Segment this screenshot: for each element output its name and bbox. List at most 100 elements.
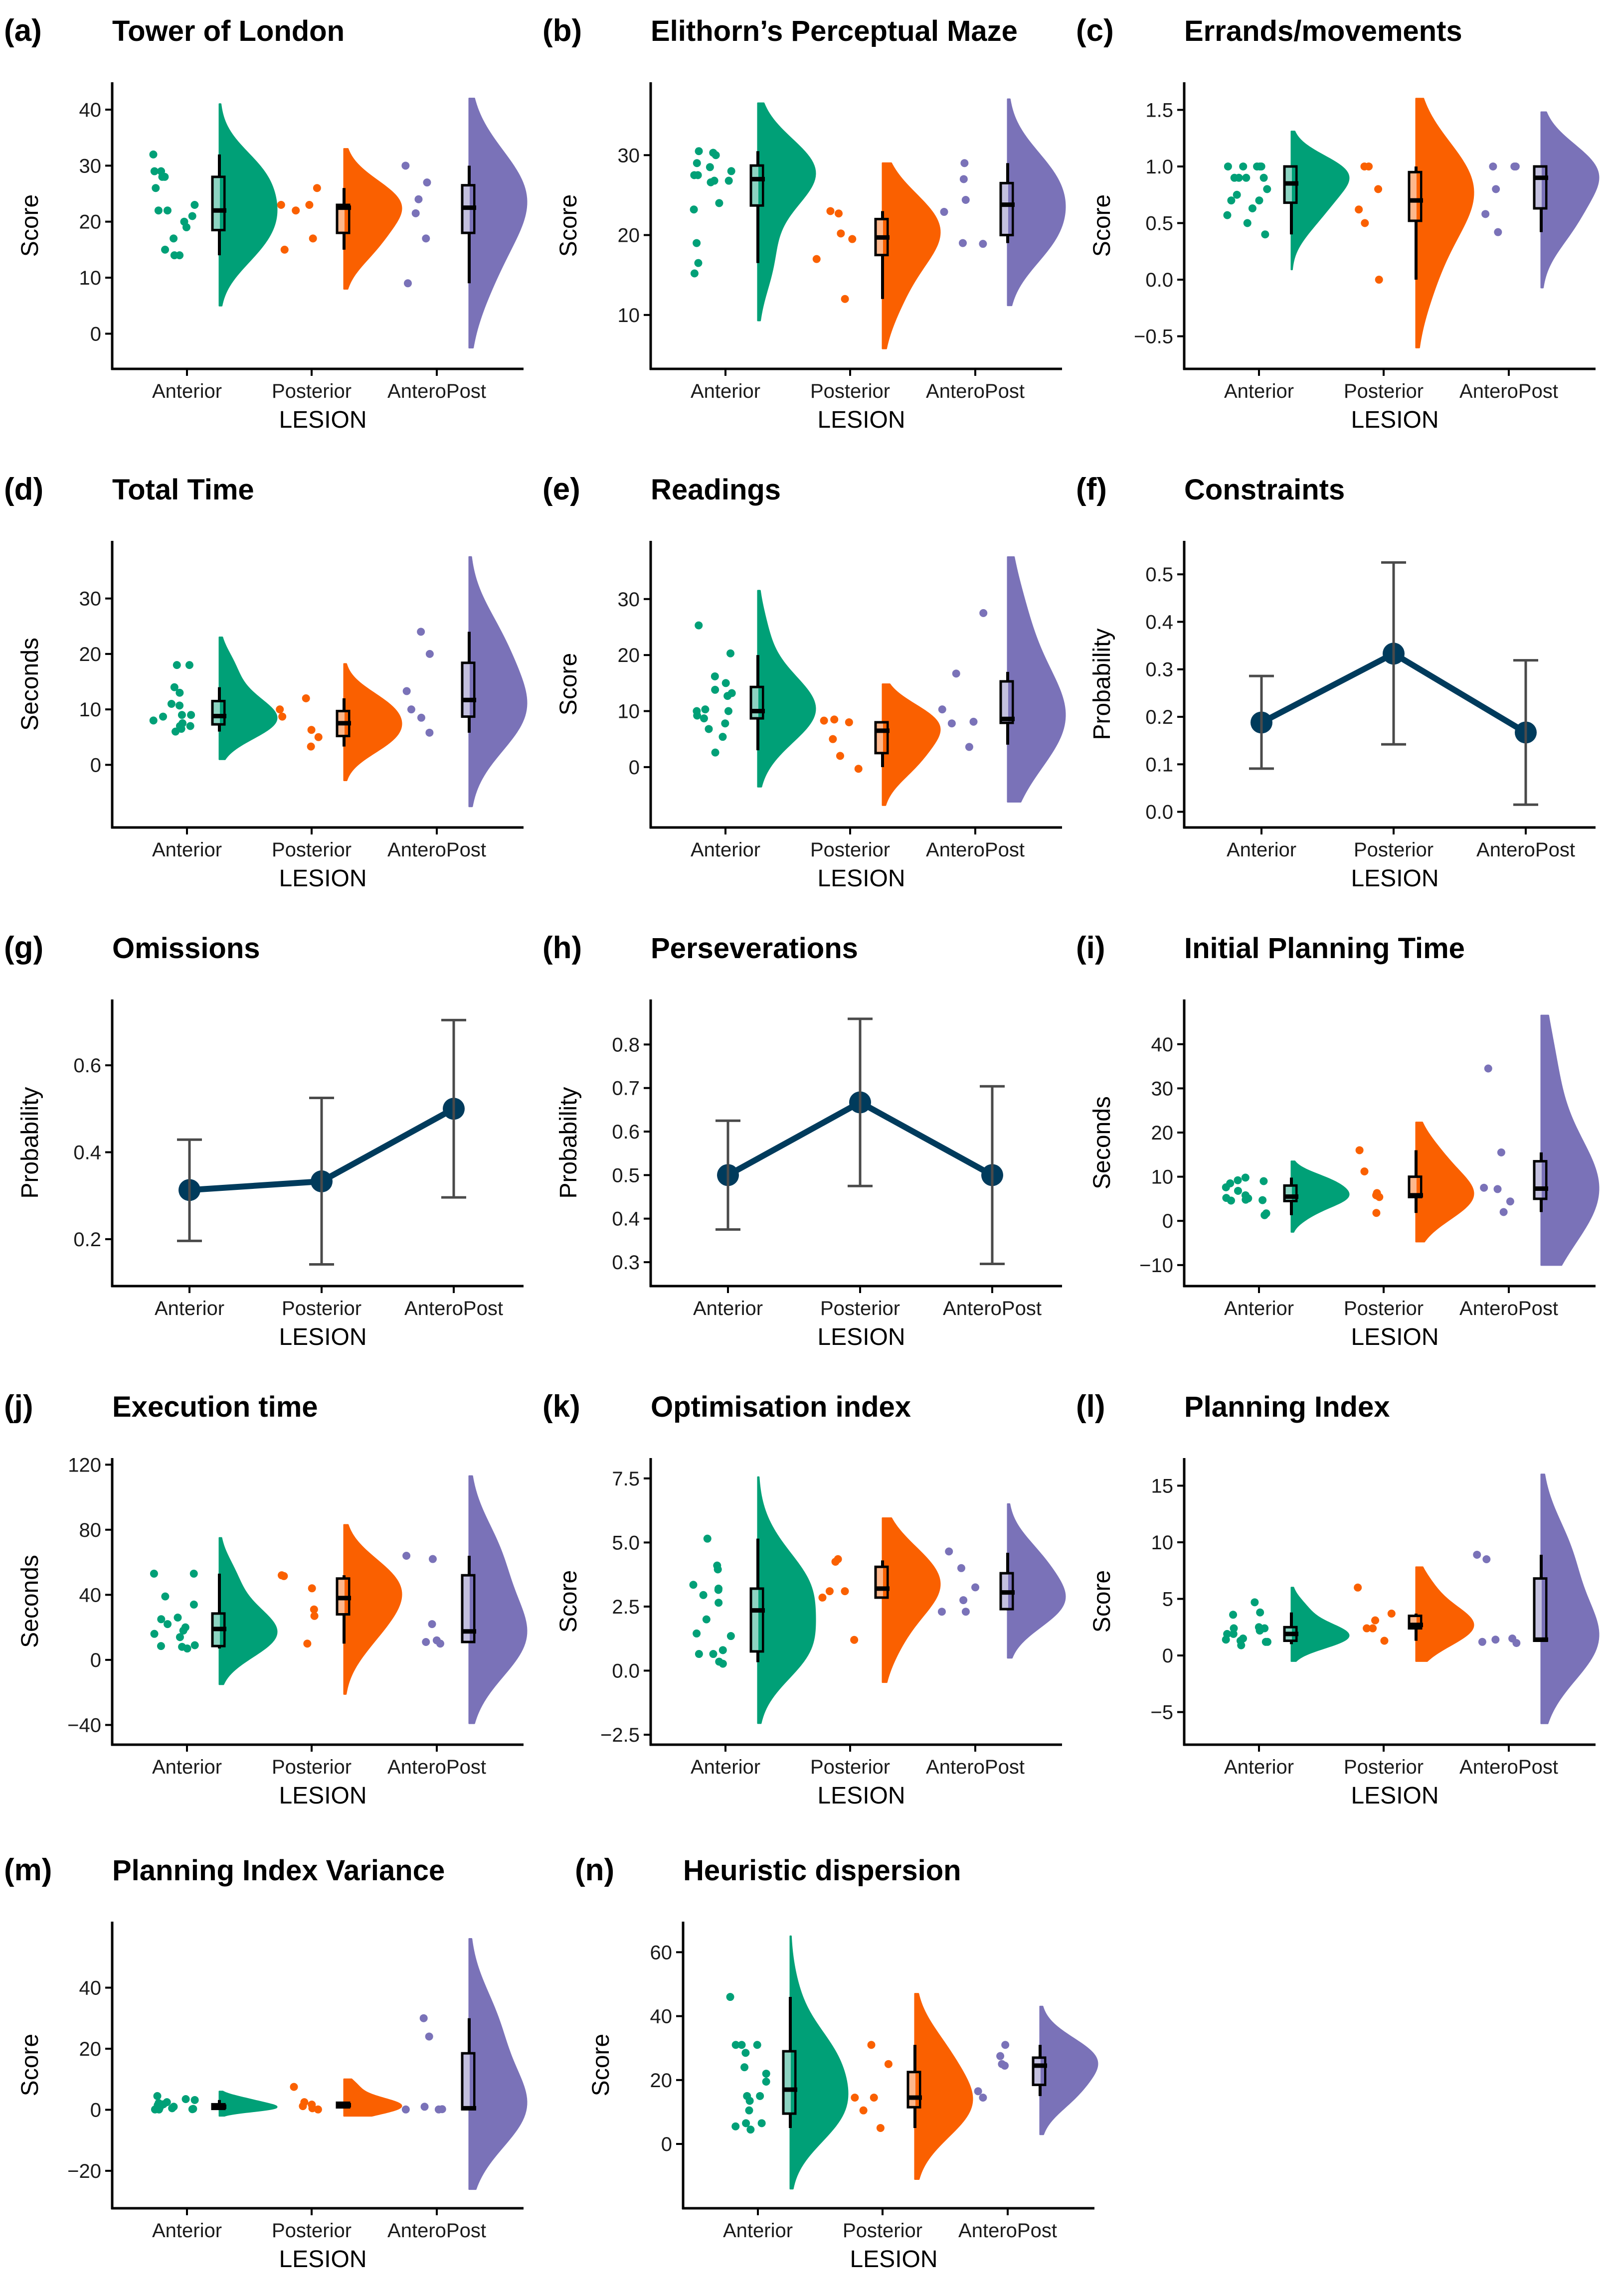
box-iqr-right — [470, 2054, 473, 2108]
panel-tag: (g) — [4, 931, 43, 965]
violin-anterior — [757, 1476, 816, 1724]
chart-f: (f) Constraints 0.0 0.1 0.2 0.3 0.4 0.5 Probabil… — [1076, 472, 1596, 892]
x-tick-label: Posterior — [810, 1756, 890, 1778]
violin-anterior — [218, 103, 278, 307]
data-point — [700, 714, 708, 723]
data-point — [1374, 185, 1383, 193]
violin-posterior — [343, 1524, 402, 1695]
data-point — [190, 200, 199, 209]
x-tick-label: Anterior — [155, 1298, 224, 1319]
data-point — [703, 1534, 712, 1543]
data-point — [690, 171, 699, 179]
data-point — [709, 1650, 717, 1658]
y-tick-label: 120 — [68, 1454, 101, 1476]
panel-title: Initial Planning Time — [1184, 932, 1465, 965]
data-point — [403, 279, 412, 288]
data-point — [715, 199, 723, 207]
data-point — [178, 711, 186, 719]
data-point — [161, 245, 170, 254]
x-axis-title: LESION — [817, 1783, 905, 1809]
data-point — [176, 251, 184, 260]
data-point — [423, 178, 431, 187]
y-tick-label: 0 — [1162, 1210, 1173, 1232]
chart-n: (n) Heuristic dispersion 0 20 40 60 Score Anter… — [575, 1853, 1098, 2273]
panel-title: Readings — [651, 474, 781, 506]
data-point — [979, 2094, 987, 2102]
group-anteropost — [940, 98, 1066, 307]
data-point — [841, 295, 849, 303]
data-point — [727, 167, 735, 175]
data-point — [1001, 2061, 1009, 2070]
data-point — [959, 175, 968, 183]
violin-anteropost — [468, 97, 528, 349]
data-point — [1229, 1611, 1238, 1619]
group-anteropost — [974, 2005, 1098, 2135]
x-tick-label: AnteroPost — [1476, 839, 1575, 861]
data-point — [150, 1630, 159, 1638]
panel-tag: (m) — [4, 1853, 52, 1887]
x-tick-label: AnteroPost — [1459, 1298, 1558, 1319]
group-posterior — [1354, 1566, 1474, 1662]
data-point — [150, 167, 159, 175]
violin-anteropost — [1540, 1474, 1600, 1724]
violin-anterior — [218, 2091, 278, 2117]
x-tick-label: Posterior — [1344, 1756, 1424, 1778]
group-anterior — [726, 1935, 849, 2190]
data-point — [313, 184, 321, 192]
data-point — [829, 735, 837, 743]
data-point — [812, 255, 821, 263]
data-point — [190, 2096, 199, 2104]
data-point — [292, 206, 300, 215]
x-tick-label: Posterior — [272, 2220, 352, 2242]
group-posterior — [277, 148, 402, 290]
data-point — [1261, 1638, 1270, 1646]
data-point — [1511, 162, 1520, 170]
y-tick-label: 20 — [1151, 1122, 1174, 1144]
data-point — [1360, 162, 1369, 170]
data-point — [731, 2122, 740, 2131]
violin-posterior — [882, 1517, 941, 1683]
x-axis-title: LESION — [279, 407, 366, 433]
data-point — [742, 2119, 750, 2128]
data-point — [1222, 1636, 1230, 1644]
data-point — [689, 1581, 698, 1589]
data-point — [309, 234, 317, 243]
data-point — [740, 2063, 749, 2072]
data-point — [417, 713, 425, 722]
data-point — [726, 1993, 734, 2001]
data-point — [314, 2105, 322, 2114]
x-tick-label: Anterior — [152, 839, 222, 861]
data-point — [157, 1642, 165, 1650]
y-axis-title: Score — [555, 1570, 582, 1633]
data-point — [1255, 196, 1263, 205]
data-point — [830, 715, 839, 724]
data-point — [159, 712, 168, 721]
box-iqr-right — [883, 723, 887, 752]
x-axis-title: LESION — [279, 1324, 366, 1350]
data-point — [1492, 185, 1500, 193]
data-point — [411, 209, 420, 217]
panel-m: (m) Planning Index Variance −20 0 20 40 Score A… — [0, 1839, 537, 2296]
data-point — [417, 628, 425, 636]
group-posterior — [277, 1524, 402, 1695]
data-point — [188, 2105, 196, 2114]
data-point — [150, 1569, 158, 1578]
group-posterior — [290, 2078, 402, 2117]
data-point — [152, 184, 160, 192]
data-point — [762, 2069, 770, 2078]
data-point — [187, 711, 195, 719]
panel-i: (i) Initial Planning Time −10 0 10 20 30 40 Seco… — [1072, 917, 1609, 1374]
data-point — [693, 711, 702, 720]
data-point — [425, 650, 434, 658]
panel-tag: (f) — [1076, 472, 1107, 506]
panel-title: Total Time — [112, 474, 254, 506]
violin-posterior — [914, 1993, 973, 2180]
box-iqr-right — [1542, 1580, 1545, 1640]
data-point — [731, 2041, 740, 2049]
x-tick-label: Anterior — [693, 1298, 763, 1319]
y-tick-label: −0.5 — [1134, 326, 1173, 348]
x-tick-label: Anterior — [152, 380, 222, 402]
y-tick-label: −40 — [67, 1714, 101, 1736]
box-iqr-right — [220, 702, 223, 723]
